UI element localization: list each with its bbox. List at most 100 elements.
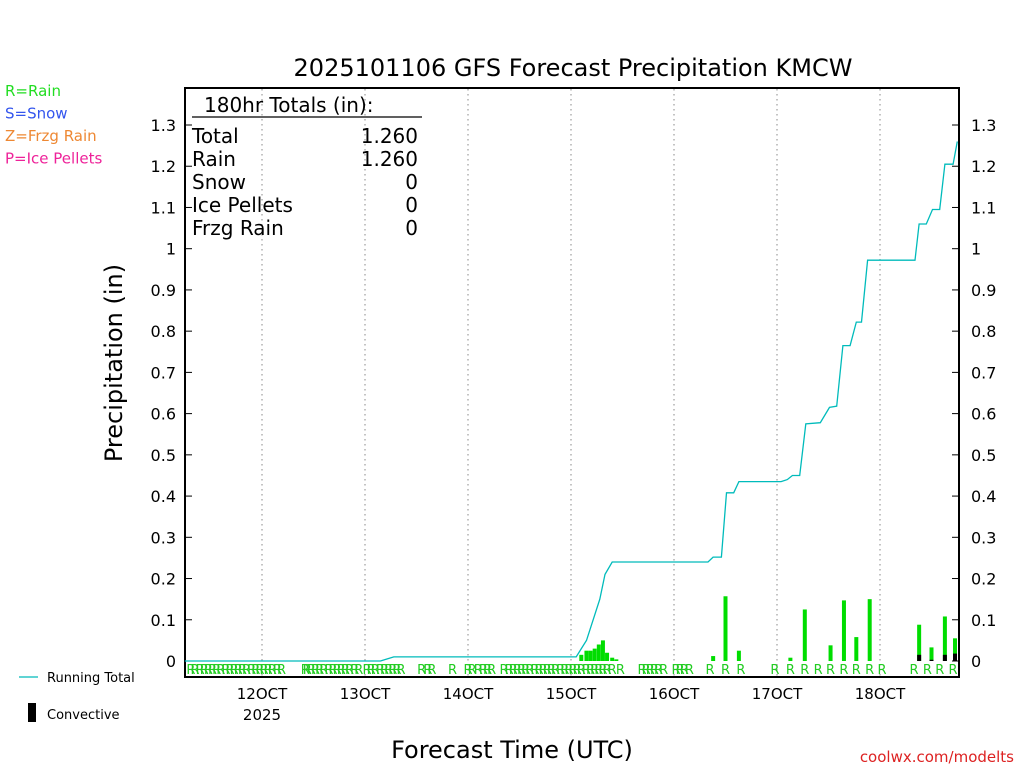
precip-bar bbox=[579, 654, 584, 661]
totals-box: 180hr Totals (in): Total 1.260 Rain 1.260 Sn… bbox=[191, 93, 422, 240]
precip-bar bbox=[614, 659, 619, 661]
precip-type-marker: R bbox=[260, 663, 269, 678]
precip-type-marker: R bbox=[706, 663, 715, 678]
convective-bar bbox=[942, 654, 947, 661]
precip-type-marker: R bbox=[560, 663, 569, 678]
precip-type-marker: R bbox=[307, 663, 316, 678]
precip-type-marker: R bbox=[736, 663, 745, 678]
totals-rows: Total 1.260 Rain 1.260 Snow 0 Ice Pellets 0 Frzg… bbox=[191, 124, 418, 240]
precip-type-marker: R bbox=[311, 663, 320, 678]
totals-row-value: 0 bbox=[405, 193, 418, 217]
precip-type-marker: R bbox=[590, 663, 599, 678]
precip-type-marker: R bbox=[556, 663, 565, 678]
precip-type-marker: R bbox=[234, 663, 243, 678]
y-tick-label-right: 0.7 bbox=[971, 363, 996, 382]
totals-row-value: 1.260 bbox=[361, 147, 418, 171]
totals-row-label: Frzg Rain bbox=[192, 216, 284, 240]
x-axis-label: Forecast Time (UTC) bbox=[391, 736, 633, 764]
precip-type-marker: R bbox=[598, 663, 607, 678]
precip-type-marker: R bbox=[208, 663, 217, 678]
y-tick-label-right: 0.1 bbox=[971, 611, 996, 630]
y-axis-label: Precipitation (in) bbox=[100, 264, 128, 462]
precip-type-marker: R bbox=[196, 663, 205, 678]
precip-type-marker: R bbox=[204, 663, 213, 678]
running-total-legend-label: Running Total bbox=[47, 671, 135, 686]
y-tick-label-right: 0.3 bbox=[971, 528, 996, 547]
precip-type-marker: R bbox=[513, 663, 522, 678]
totals-row-label: Rain bbox=[192, 147, 236, 171]
precip-type-marker: R bbox=[650, 663, 659, 678]
precip-type-marker: R bbox=[479, 663, 488, 678]
totals-row-label: Total bbox=[191, 124, 239, 148]
totals-row-label: Snow bbox=[192, 170, 246, 194]
precip-type-marker: R bbox=[865, 663, 874, 678]
y-tick-label-left: 0.1 bbox=[151, 611, 176, 630]
ptype-legend: R=Rain S=Snow Z=Frzg Rain P=Ice Pellets bbox=[5, 82, 102, 168]
x-tick-label: 12OCT bbox=[237, 685, 288, 703]
precip-type-marker: R bbox=[474, 663, 483, 678]
precip-type-marker: R bbox=[216, 663, 225, 678]
ptype-legend-item: Z=Frzg Rain bbox=[5, 127, 97, 145]
precip-type-marker: R bbox=[324, 663, 333, 678]
precip-type-marker: R bbox=[814, 663, 823, 678]
grid-lines bbox=[261, 89, 881, 676]
precip-bar bbox=[953, 638, 957, 661]
precip-type-marker: R bbox=[483, 663, 492, 678]
ptype-legend-item: S=Snow bbox=[5, 105, 68, 123]
y-tick-label-left: 0.9 bbox=[151, 281, 176, 300]
precip-type-marker: R bbox=[603, 663, 612, 678]
precip-type-marker: R bbox=[659, 663, 668, 678]
precip-type-marker: R bbox=[319, 663, 328, 678]
precip-type-marker: R bbox=[525, 663, 534, 678]
precip-type-marker: R bbox=[388, 663, 397, 678]
precip-type-marker: R bbox=[505, 663, 514, 678]
precip-bar bbox=[917, 624, 922, 661]
precip-type-marker: R bbox=[448, 663, 457, 678]
y-tick-label-left: 0.3 bbox=[151, 528, 176, 547]
precip-type-marker: R bbox=[329, 663, 338, 678]
precip-type-marker: R bbox=[337, 663, 346, 678]
x-tick-label: 13OCT bbox=[340, 685, 391, 703]
plot-frame bbox=[184, 87, 960, 678]
precip-type-marker: R bbox=[616, 663, 625, 678]
totals-row-value: 1.260 bbox=[361, 124, 418, 148]
x-axis: 12OCT 2025 13OCT 14OCT 15OCT 16OCT 17OCT 18OCT bbox=[237, 685, 906, 724]
y-tick-label-right: 0.9 bbox=[971, 281, 996, 300]
precip-bar bbox=[723, 596, 728, 661]
precip-type-marker: R bbox=[786, 663, 795, 678]
precip-type-marker: R bbox=[582, 663, 591, 678]
precip-type-marker: R bbox=[800, 663, 809, 678]
y-tick-label-left: 0.7 bbox=[151, 363, 176, 382]
y-tick-label-left: 0.4 bbox=[151, 487, 176, 506]
ptype-legend-item: R=Rain bbox=[5, 82, 61, 100]
precip-type-marker: R bbox=[350, 663, 359, 678]
precip-type-marker: R bbox=[569, 663, 578, 678]
convective-bars bbox=[917, 653, 957, 661]
precip-type-marker: R bbox=[909, 663, 918, 678]
precip-type-marker: R bbox=[427, 663, 436, 678]
convective-bar bbox=[953, 653, 957, 661]
precip-type-marker: R bbox=[354, 663, 363, 678]
running-total-line bbox=[184, 141, 958, 662]
precip-type-marker: R bbox=[247, 663, 256, 678]
precip-type-marker: R bbox=[608, 663, 617, 678]
precip-type-marker: R bbox=[852, 663, 861, 678]
precip-type-marker: R bbox=[535, 663, 544, 678]
precip-type-marker: R bbox=[341, 663, 350, 678]
precip-type-marker: R bbox=[468, 663, 477, 678]
precip-type-marker: R bbox=[539, 663, 548, 678]
precip-type-marker: R bbox=[221, 663, 230, 678]
precip-type-marker: R bbox=[654, 663, 663, 678]
y-tick-label-right: 1.1 bbox=[971, 198, 996, 217]
x-tick-label: 18OCT bbox=[855, 685, 906, 703]
precip-type-marker: R bbox=[878, 663, 887, 678]
precip-bar bbox=[854, 637, 859, 661]
y-tick-label-right: 0.4 bbox=[971, 487, 996, 506]
precip-bar bbox=[592, 648, 597, 661]
y-axis-right: 0 0.1 0.2 0.3 0.4 0.5 0.6 0.7 0.8 0.9 1 1.1 1.2 1.3 bbox=[952, 116, 996, 671]
ptype-legend-item: P=Ice Pellets bbox=[5, 150, 102, 168]
precip-type-marker: R bbox=[586, 663, 595, 678]
precip-bar bbox=[610, 657, 615, 661]
precip-type-marker: R bbox=[839, 663, 848, 678]
